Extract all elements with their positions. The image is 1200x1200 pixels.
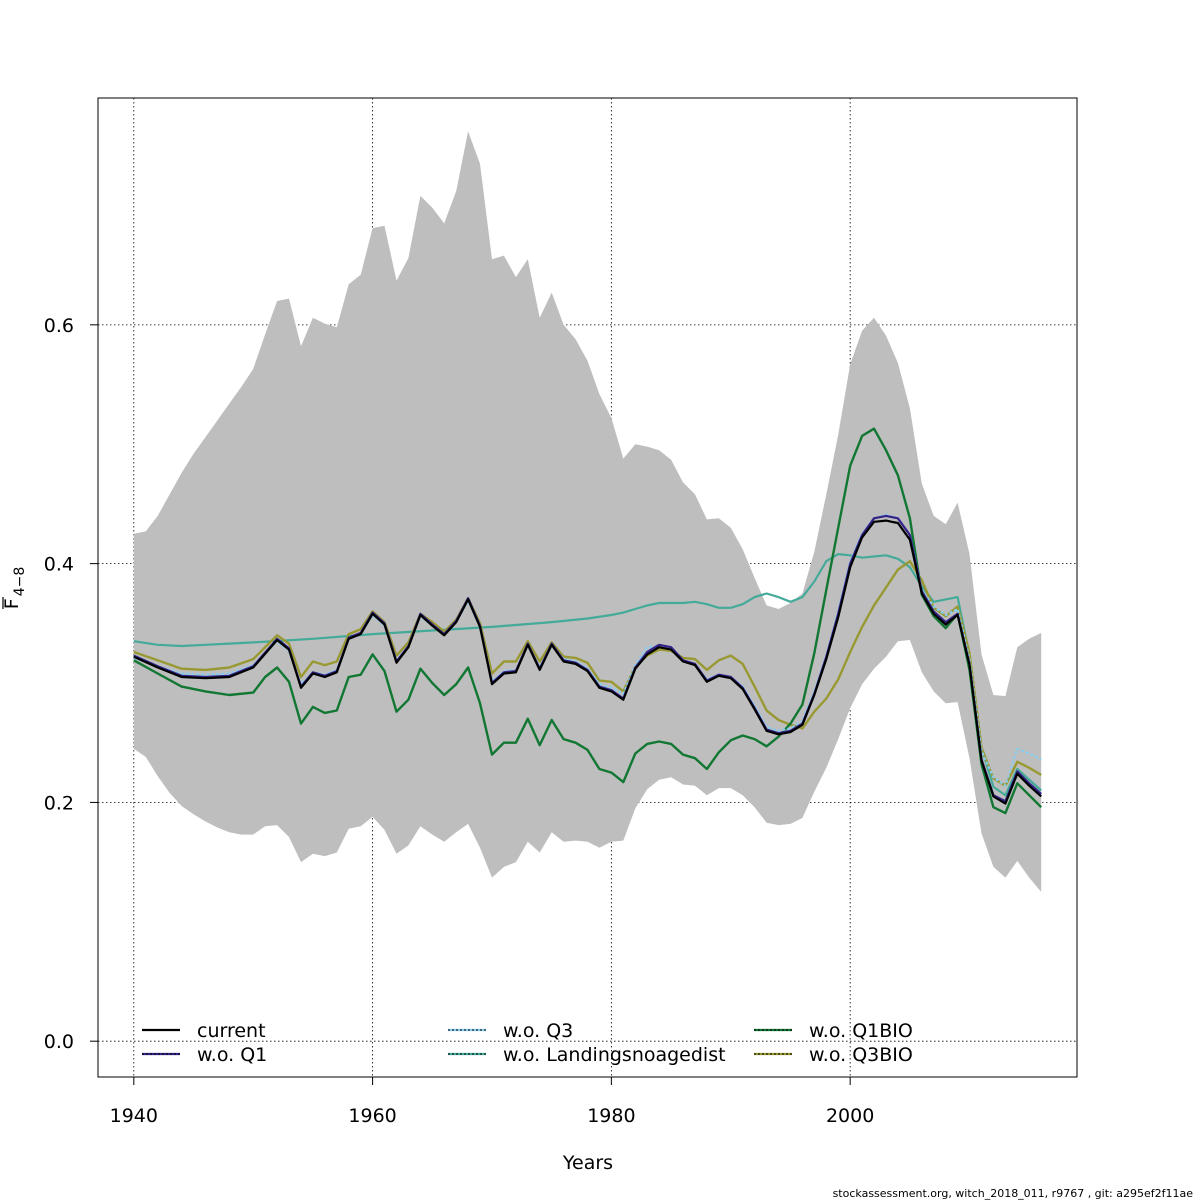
y-tick-label: 0.2 (44, 792, 74, 814)
y-axis-title-sub: 4−8 (12, 567, 28, 597)
x-tick-label: 1940 (110, 1105, 158, 1127)
footer-credit: stockassessment.org, witch_2018_011, r97… (833, 1187, 1194, 1200)
legend-label: w.o. Q1 (197, 1044, 267, 1066)
x-axis-title: Years (562, 1152, 613, 1174)
y-axis-title-main: F (1, 598, 23, 609)
x-tick-label: 1980 (587, 1105, 635, 1127)
confidence-band-area (133, 131, 1042, 892)
legend-label: w.o. Q1BIO (809, 1020, 913, 1042)
series-line-w-o-q1bio (133, 427, 1043, 815)
y-axis: 0.0 0.2 0.4 0.6 (44, 315, 98, 1053)
y-axis-title: F4−8 (1, 567, 28, 609)
y-tick-label: 0.6 (44, 315, 74, 337)
legend-label: w.o. Landingsnoagedist (503, 1044, 726, 1066)
legend-label: w.o. Q3BIO (809, 1044, 913, 1066)
series-line-current-dotted (133, 520, 1042, 805)
legend-label: w.o. Q3 (503, 1020, 573, 1042)
svg-text:F4−8: F4−8 (1, 567, 28, 609)
series-lines (133, 427, 1043, 815)
x-tick-label: 2000 (826, 1105, 874, 1127)
plot-frame (97, 97, 1078, 1078)
y-tick-label: 0.4 (44, 554, 74, 576)
confidence-band (133, 131, 1042, 892)
legend-label: current (197, 1020, 266, 1042)
x-tick-label: 1960 (348, 1105, 396, 1127)
series-line-w-o-landingsnoagedist (133, 552, 1042, 797)
y-tick-label: 0.0 (44, 1031, 74, 1053)
x-axis: 1940 1960 1980 2000 (110, 1077, 874, 1127)
